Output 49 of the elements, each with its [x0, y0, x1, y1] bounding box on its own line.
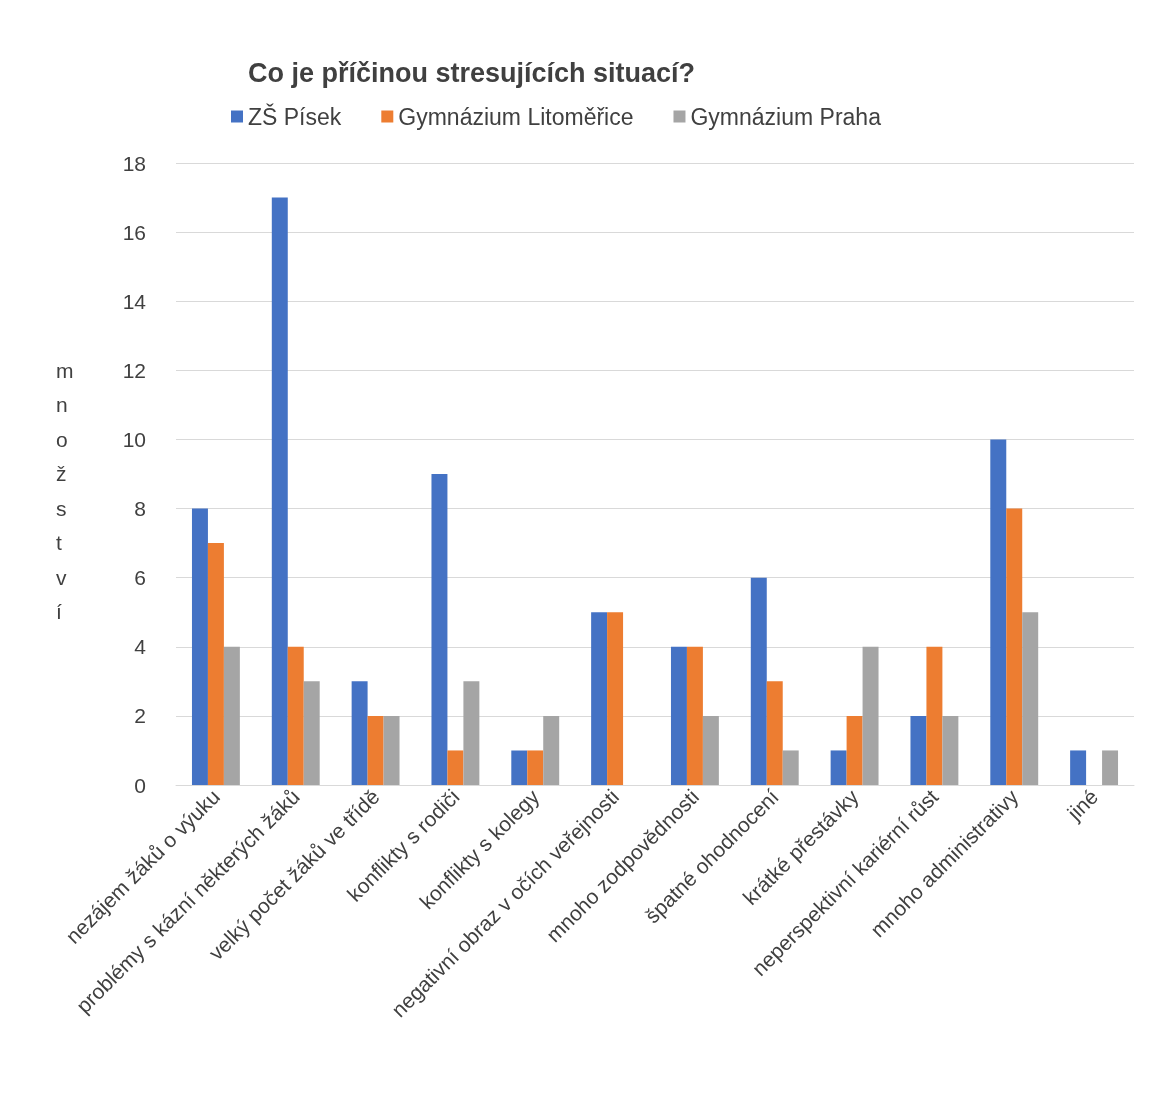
y-tick-label: 6	[134, 566, 146, 590]
bar	[303, 681, 320, 785]
bar	[686, 646, 703, 785]
bar	[191, 508, 208, 785]
bar	[926, 646, 943, 785]
bar	[1102, 750, 1119, 785]
y-tick-label: 8	[134, 497, 146, 521]
y-tick-label: 2	[134, 704, 146, 728]
bar	[543, 715, 560, 785]
bar	[990, 439, 1007, 785]
bar	[271, 197, 288, 785]
bar	[1006, 508, 1023, 785]
y-tick-label: 4	[134, 635, 147, 659]
y-tick-label: 18	[122, 151, 146, 175]
bar	[942, 715, 959, 785]
bar	[527, 750, 544, 785]
bar	[207, 543, 224, 785]
bar	[910, 715, 927, 785]
bar	[670, 646, 687, 785]
y-tick-label: 0	[134, 773, 146, 797]
bar	[223, 646, 240, 785]
bar	[750, 577, 767, 785]
y-tick-label: 12	[122, 358, 146, 382]
bar	[447, 750, 464, 785]
bar	[1070, 750, 1087, 785]
bar	[830, 750, 847, 785]
bar	[351, 681, 368, 785]
bar	[383, 715, 400, 785]
bar	[463, 681, 480, 785]
bar	[367, 715, 384, 785]
legend-label: Gymnázium Praha	[690, 103, 882, 130]
bar	[702, 715, 719, 785]
chart-title: Co je příčinou stresujících situací?	[248, 57, 696, 88]
bar	[846, 715, 863, 785]
y-tick-label: 14	[122, 289, 147, 313]
bar	[287, 646, 304, 785]
bar	[607, 612, 624, 785]
bar	[766, 681, 783, 785]
legend-label: Gymnázium Litoměřice	[398, 103, 634, 130]
y-tick-label: 10	[122, 427, 146, 451]
bar	[511, 750, 528, 785]
bar	[782, 750, 799, 785]
legend-label: ZŠ Písek	[248, 102, 342, 130]
y-axis-title: množství	[56, 358, 74, 624]
bar	[862, 646, 879, 785]
bar	[431, 474, 448, 785]
bar	[591, 612, 608, 785]
y-tick-label: 16	[122, 220, 146, 244]
bar	[1022, 612, 1039, 785]
